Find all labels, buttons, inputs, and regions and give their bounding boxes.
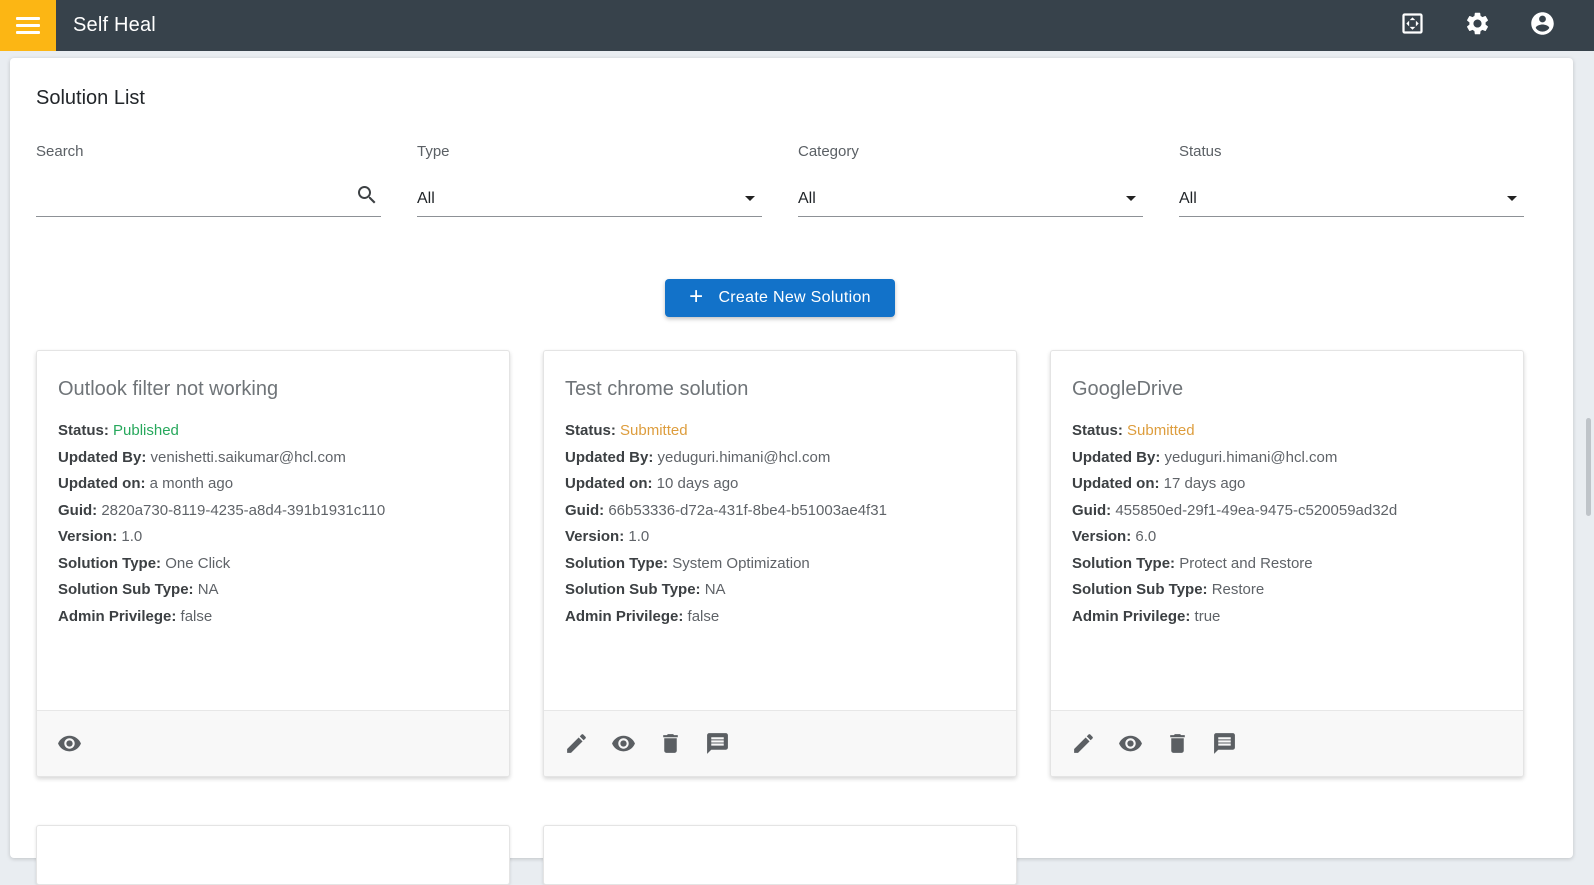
edit-button[interactable] — [1071, 731, 1096, 756]
version-line: Version: 1.0 — [58, 528, 143, 545]
account-button[interactable] — [1529, 10, 1556, 42]
solution-card — [543, 825, 1017, 885]
updated-by-line: Updated By: yeduguri.himani@hcl.com — [1072, 448, 1338, 466]
category-value: All — [798, 189, 816, 207]
solution-card: Outlook filter not working Status: Publi… — [36, 350, 510, 777]
page-title: Solution List — [36, 87, 145, 109]
type-filter: Type All — [417, 143, 762, 217]
pencil-icon — [564, 731, 589, 756]
account-icon — [1529, 10, 1556, 42]
guid-line: Guid: 2820a730-8119-4235-a8d4-391b1931c1… — [58, 501, 386, 519]
app-title: Self Heal — [73, 14, 156, 36]
eye-icon — [611, 731, 636, 756]
search-filter: Search — [36, 143, 381, 217]
updated-by-line: Updated By: venishetti.saikumar@hcl.com — [58, 448, 346, 466]
chevron-down-icon — [738, 186, 762, 210]
eye-icon — [1118, 731, 1143, 756]
status-filter: Status All — [1179, 143, 1524, 217]
status-label: Status — [1179, 143, 1222, 160]
comment-icon — [705, 731, 730, 756]
solution-title: Test chrome solution — [565, 378, 749, 400]
card-actions — [1051, 710, 1523, 776]
solution-cards-row: Outlook filter not working Status: Publi… — [36, 350, 1524, 777]
comment-button[interactable] — [705, 731, 730, 756]
status-badge: Published — [113, 422, 179, 439]
create-new-solution-button[interactable]: + Create New Solution — [665, 279, 895, 317]
app-header: Self Heal — [0, 0, 1594, 51]
updated-on-line: Updated on: a month ago — [58, 475, 234, 492]
solution-sub-type-line: Solution Sub Type: NA — [565, 581, 726, 598]
trash-icon — [1165, 731, 1190, 756]
search-icon — [355, 183, 379, 207]
settings-icon — [1464, 10, 1491, 42]
edit-button[interactable] — [564, 731, 589, 756]
solution-card: GoogleDrive Status: Submitted Updated By… — [1050, 350, 1524, 777]
card-actions — [544, 710, 1016, 776]
admin-privilege-line: Admin Privilege: true — [1072, 607, 1221, 625]
card-actions — [37, 710, 509, 776]
solution-type-line: Solution Type: One Click — [58, 554, 231, 572]
updated-on-line: Updated on: 10 days ago — [565, 475, 739, 492]
status-badge: Submitted — [620, 422, 688, 439]
solution-cards-row — [36, 825, 1524, 885]
type-label: Type — [417, 143, 450, 160]
settings-button[interactable] — [1464, 12, 1491, 39]
category-filter: Category All — [798, 143, 1143, 217]
plus-icon: + — [689, 283, 704, 310]
menu-icon — [16, 13, 40, 38]
view-button[interactable] — [57, 731, 82, 756]
admin-privilege-line: Admin Privilege: false — [58, 607, 213, 625]
status-select[interactable]: All — [1179, 181, 1524, 217]
solution-title: Outlook filter not working — [58, 378, 279, 400]
chevron-down-icon — [1500, 186, 1524, 210]
filters-row: Search Type All Category — [36, 143, 1524, 217]
updated-by-line: Updated By: yeduguri.himani@hcl.com — [565, 448, 831, 466]
search-label: Search — [36, 143, 84, 160]
eye-icon — [57, 731, 82, 756]
category-label: Category — [798, 143, 859, 160]
solution-card — [36, 825, 510, 885]
pencil-icon — [1071, 731, 1096, 756]
status-line: Status: Submitted — [565, 422, 688, 439]
category-select[interactable]: All — [798, 181, 1143, 217]
solution-type-line: Solution Type: System Optimization — [565, 554, 810, 572]
solution-sub-type-line: Solution Sub Type: NA — [58, 581, 219, 598]
solution-card: Test chrome solution Status: Submitted U… — [543, 350, 1017, 777]
solution-title: GoogleDrive — [1072, 378, 1184, 400]
solution-type-line: Solution Type: Protect and Restore — [1072, 554, 1313, 572]
status-badge: Submitted — [1127, 422, 1195, 439]
fit-screen-icon — [1399, 10, 1426, 42]
type-value: All — [417, 189, 435, 207]
search-input[interactable] — [36, 189, 336, 208]
delete-button[interactable] — [658, 731, 683, 756]
type-select[interactable]: All — [417, 181, 762, 217]
version-line: Version: 6.0 — [1072, 528, 1157, 545]
menu-button[interactable] — [0, 0, 56, 51]
chevron-down-icon — [1119, 186, 1143, 210]
main-panel: Solution List Search Type All — [10, 58, 1573, 885]
solution-sub-type-line: Solution Sub Type: Restore — [1072, 581, 1265, 598]
status-line: Status: Submitted — [1072, 422, 1195, 439]
create-button-label: Create New Solution — [718, 289, 871, 306]
trash-icon — [658, 731, 683, 756]
guid-line: Guid: 455850ed-29f1-49ea-9475-c520059ad3… — [1072, 501, 1398, 519]
version-line: Version: 1.0 — [565, 528, 650, 545]
guid-line: Guid: 66b53336-d72a-431f-8be4-b51003ae4f… — [565, 501, 887, 519]
view-button[interactable] — [611, 731, 636, 756]
delete-button[interactable] — [1165, 731, 1190, 756]
admin-privilege-line: Admin Privilege: false — [565, 607, 720, 625]
fit-screen-button[interactable] — [1399, 12, 1426, 39]
status-value: All — [1179, 189, 1197, 207]
status-line: Status: Published — [58, 422, 179, 439]
vertical-scrollbar[interactable] — [1586, 418, 1591, 516]
view-button[interactable] — [1118, 731, 1143, 756]
comment-button[interactable] — [1212, 731, 1237, 756]
updated-on-line: Updated on: 17 days ago — [1072, 475, 1246, 492]
comment-icon — [1212, 731, 1237, 756]
